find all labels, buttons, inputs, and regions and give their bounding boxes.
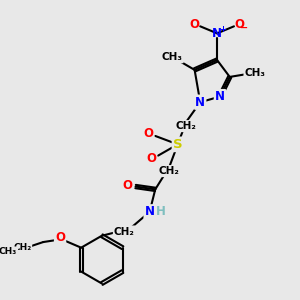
Text: CH₂: CH₂ (13, 243, 31, 252)
Text: CH₃: CH₃ (0, 248, 17, 256)
Text: O: O (55, 231, 65, 244)
Text: −: − (240, 23, 248, 33)
Text: CH₂: CH₂ (159, 166, 180, 176)
Text: O: O (146, 152, 156, 165)
Text: CH₂: CH₂ (176, 121, 196, 131)
Text: H: H (156, 205, 166, 218)
Text: N: N (195, 96, 205, 109)
Text: N: N (215, 90, 225, 103)
Text: CH₃: CH₃ (244, 68, 266, 78)
Text: N: N (145, 205, 154, 218)
Text: N: N (212, 27, 222, 40)
Text: +: + (219, 25, 226, 34)
Text: O: O (190, 18, 200, 31)
Text: O: O (143, 127, 153, 140)
Text: O: O (235, 18, 244, 31)
Text: CH₃: CH₃ (162, 52, 183, 62)
Text: CH₂: CH₂ (114, 226, 135, 236)
Text: O: O (122, 178, 132, 192)
Text: S: S (173, 138, 183, 151)
